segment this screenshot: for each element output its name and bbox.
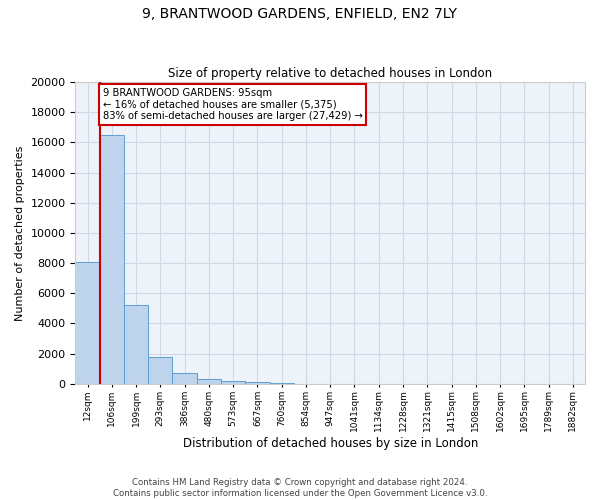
- Bar: [124, 304, 148, 384]
- Bar: [100, 135, 124, 384]
- Bar: [221, 381, 245, 384]
- Bar: [172, 373, 197, 384]
- Bar: [197, 379, 221, 384]
- Text: 9 BRANTWOOD GARDENS: 95sqm
← 16% of detached houses are smaller (5,375)
83% of s: 9 BRANTWOOD GARDENS: 95sqm ← 16% of deta…: [103, 88, 362, 122]
- Text: 9, BRANTWOOD GARDENS, ENFIELD, EN2 7LY: 9, BRANTWOOD GARDENS, ENFIELD, EN2 7LY: [143, 8, 458, 22]
- Y-axis label: Number of detached properties: Number of detached properties: [15, 145, 25, 320]
- X-axis label: Distribution of detached houses by size in London: Distribution of detached houses by size …: [182, 437, 478, 450]
- Text: Contains HM Land Registry data © Crown copyright and database right 2024.
Contai: Contains HM Land Registry data © Crown c…: [113, 478, 487, 498]
- Bar: [148, 356, 172, 384]
- Bar: [76, 262, 100, 384]
- Bar: [269, 382, 294, 384]
- Bar: [245, 382, 269, 384]
- Title: Size of property relative to detached houses in London: Size of property relative to detached ho…: [168, 66, 492, 80]
